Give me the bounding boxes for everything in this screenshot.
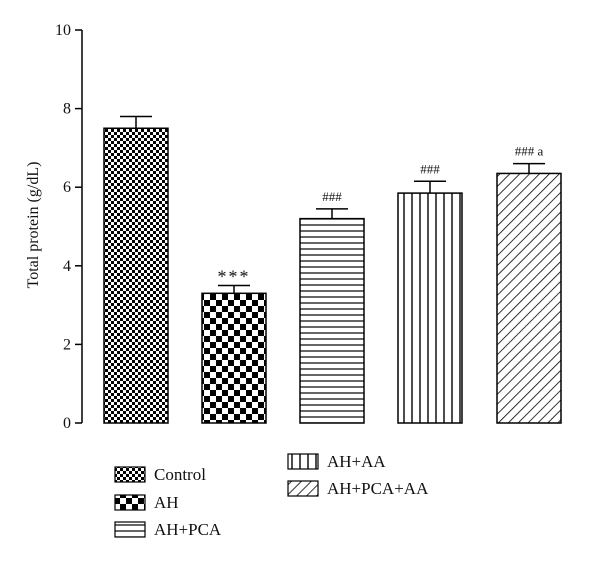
legend-label: Control (154, 465, 206, 484)
bar-ah-pca-aa (496, 172, 562, 424)
bars: *** ### ### ### a (103, 115, 562, 424)
significance-label: ### (322, 189, 342, 204)
bar-control (103, 127, 169, 424)
legend-label: AH (154, 493, 179, 512)
y-axis: 0 2 4 6 8 10 (55, 22, 83, 432)
legend-swatch (114, 466, 146, 483)
y-tick-label: 0 (63, 415, 71, 432)
significance-label: ### (420, 161, 440, 176)
bar-ah-aa (397, 192, 463, 424)
legend-swatch (287, 480, 319, 497)
significance-label: ### a (515, 144, 544, 159)
legend: Control AH AH+PCA AH+AA AH+PCA+AA (114, 452, 429, 539)
legend-swatch (114, 521, 146, 538)
legend-label: AH+PCA+AA (327, 479, 429, 498)
legend-label: AH+PCA (154, 520, 222, 539)
legend-swatch (114, 494, 146, 511)
legend-label: AH+AA (327, 452, 386, 471)
y-tick-label: 4 (63, 258, 71, 275)
significance-label: *** (218, 266, 251, 286)
bar-ah (201, 292, 267, 424)
y-tick-label: 2 (63, 336, 71, 353)
y-tick-label: 10 (55, 22, 71, 39)
y-tick-label: 8 (63, 101, 71, 118)
bar-ah-pca (299, 217, 365, 424)
y-tick-label: 6 (63, 179, 71, 196)
legend-swatch (287, 453, 319, 470)
y-axis-label: Total protein (g/dL) (25, 162, 42, 289)
